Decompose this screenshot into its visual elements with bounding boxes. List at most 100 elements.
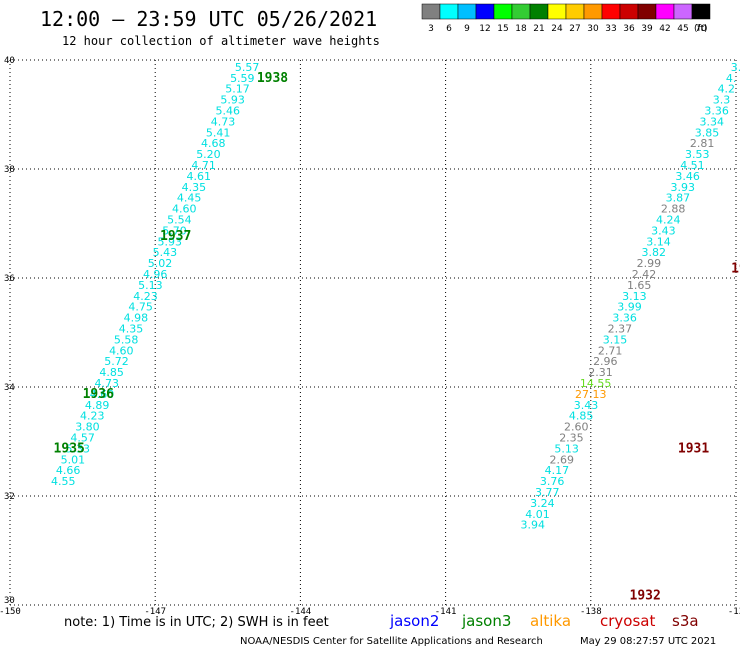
wave-height-label: 5.41 <box>206 126 231 139</box>
colorbar-swatch <box>475 3 495 20</box>
axis-ticks: -150 -147 -144 -141 -138 -13 32 34 36 38 40 30 <box>0 56 740 617</box>
wave-height-label: 4.71 <box>191 159 216 172</box>
colorbar-label: 45 <box>677 24 688 34</box>
wave-height-label: 4.89 <box>85 399 110 412</box>
pass-number-label: 1936 <box>83 387 114 402</box>
wave-height-label: 3.15 <box>603 333 628 346</box>
pass-number-label: 1932 <box>630 589 661 604</box>
wave-height-label: 3.53 <box>685 148 710 161</box>
wave-height-label: 3.43 <box>651 224 676 237</box>
x-tick-label: -144 <box>290 607 312 617</box>
wave-height-label: 3.36 <box>612 312 637 325</box>
wave-height-label: 1.65 <box>627 279 652 292</box>
wave-height-label: 2.60 <box>564 421 589 434</box>
colorbar-label: 42 <box>659 24 670 34</box>
pass-number-label: 1937 <box>160 229 191 244</box>
wave-height-label: 3.76 <box>540 475 565 488</box>
wave-height-label: 5.02 <box>148 257 173 270</box>
wave-height-points: 5.575.595.175.935.464.735.414.685.204.71… <box>51 61 740 532</box>
wave-height-label: 5.13 <box>138 279 163 292</box>
wave-height-label: 5.58 <box>114 333 139 346</box>
wave-height-label: 4.2 <box>718 83 736 96</box>
wave-height-label: 3.85 <box>695 126 720 139</box>
wave-height-label: 5.93 <box>220 94 245 107</box>
wave-height-label: 3.94 <box>520 519 545 532</box>
wave-height-label: 4.35 <box>182 181 207 194</box>
wave-height-label: 2.81 <box>690 137 715 150</box>
wave-height-label: 4.17 <box>545 464 570 477</box>
satellite-legend-jason3: jason3 <box>461 612 511 630</box>
y-tick-label: 40 <box>4 56 15 66</box>
wave-height-label: 4.85 <box>99 366 124 379</box>
wave-height-label: 4.55 <box>51 475 76 488</box>
wave-height-label: 5.13 <box>554 442 579 455</box>
satellite-legend: jason2 jason3 altika cryosat s3a <box>389 612 699 630</box>
footer-credit: NOAA/NESDIS Center for Satellite Applica… <box>240 636 543 647</box>
satellite-legend-altika: altika <box>530 612 571 630</box>
wave-height-label: 4.24 <box>656 214 681 227</box>
wave-height-label: 2.37 <box>608 323 633 336</box>
wave-height-label: 5.70 <box>162 224 187 237</box>
wave-height-label: 3.77 <box>535 486 560 499</box>
footer-note: note: 1) Time is in UTC; 2) SWH is in fe… <box>64 615 329 630</box>
wave-height-label: 5.20 <box>196 148 221 161</box>
wave-height-label: 3. <box>731 61 740 74</box>
colorbar-swatch <box>457 3 477 20</box>
wave-height-label: 3.99 <box>617 301 642 314</box>
wave-height-label: 3.43 <box>574 399 599 412</box>
wave-height-label: 4.73 <box>95 377 120 390</box>
wave-height-label: 4.60 <box>90 388 115 401</box>
x-tick-label: -147 <box>144 607 166 617</box>
colorbar-label: 9 <box>464 24 470 34</box>
wave-height-label: 4.66 <box>56 464 81 477</box>
wave-height-label: 4.51 <box>680 159 705 172</box>
wave-height-label: 2.42 <box>632 268 657 281</box>
wave-height-label: 5.57 <box>235 61 260 74</box>
x-tick-label: -141 <box>435 607 457 617</box>
footer-timestamp: May 29 08:27:57 UTC 2021 <box>580 636 716 647</box>
wave-height-label: 3.93 <box>671 181 696 194</box>
colorbar-swatch <box>547 3 567 20</box>
wave-height-label: 3.80 <box>75 421 100 434</box>
colorbar-label: 18 <box>515 24 527 34</box>
wave-height-label: 3.13 <box>622 290 647 303</box>
wave-height-label: 2.71 <box>598 344 623 357</box>
wave-height-label: 3.87 <box>666 192 691 205</box>
wave-height-label: 4.98 <box>124 312 149 325</box>
wave-height-label: 4.23 <box>80 410 105 423</box>
wave-height-label: 4. <box>726 72 737 85</box>
colorbar-swatch <box>565 3 585 20</box>
colorbar-label: 33 <box>605 24 616 34</box>
wave-height-label: 5.17 <box>225 83 250 96</box>
wave-height-label: 3.46 <box>675 170 700 183</box>
colorbar-unit: (ft) <box>694 24 708 34</box>
colorbar-swatch <box>439 3 459 20</box>
wave-height-label: 5.33 <box>66 442 91 455</box>
wave-height-label: 3.34 <box>700 115 725 128</box>
colorbar-label: 3 <box>428 24 434 34</box>
wave-height-label: 14.55 <box>580 377 612 390</box>
colorbar-label: 30 <box>587 24 599 34</box>
wave-height-label: 5.72 <box>104 355 129 368</box>
colorbar-swatch <box>637 3 657 20</box>
wave-height-label: 3.3 <box>713 94 731 107</box>
wave-height-label: 4.45 <box>177 192 202 205</box>
wave-height-label: 4.35 <box>119 323 144 336</box>
wave-height-label: 4.73 <box>211 115 236 128</box>
wave-height-label: 5.01 <box>61 453 86 466</box>
colorbar-label: 36 <box>623 24 635 34</box>
wave-height-label: 4.61 <box>187 170 212 183</box>
colorbar-swatch <box>601 3 621 20</box>
colorbar-label: 70 <box>695 24 707 34</box>
colorbar-label: 21 <box>533 24 544 34</box>
colorbar-label: 39 <box>641 24 653 34</box>
satellite-legend-cryosat: cryosat <box>600 612 655 630</box>
wave-height-label: 2.35 <box>559 432 584 445</box>
pass-number-label: 1931 <box>678 441 709 456</box>
colorbar-label: 24 <box>551 24 563 34</box>
pass-number-label: 1938 <box>257 71 288 86</box>
x-tick-label: -138 <box>580 607 602 617</box>
wave-height-label: 2.31 <box>588 366 613 379</box>
colorbar-swatch <box>529 3 549 20</box>
